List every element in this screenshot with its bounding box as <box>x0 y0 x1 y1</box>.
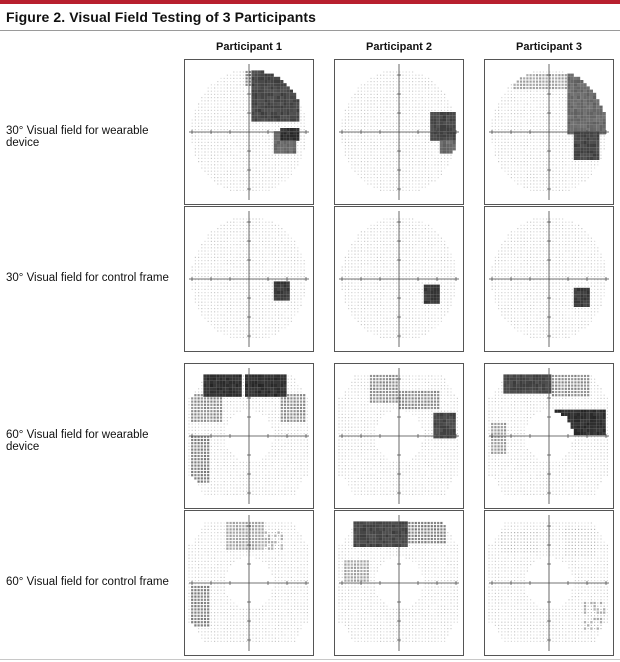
row-label-60-control: 60° Visual field for control frame <box>6 576 169 588</box>
visual-field-plot-p2-30-wearable <box>334 59 464 205</box>
crosshair-axes <box>339 64 459 200</box>
visual-field-plot-p3-30-wearable <box>484 59 614 205</box>
visual-field-plot-p2-30-control <box>334 206 464 352</box>
visual-field-plot-p3-30-control <box>484 206 614 352</box>
crosshair-axes <box>489 368 609 504</box>
sensitivity-grayscale-map <box>341 218 455 338</box>
column-header-participant-3: Participant 3 <box>515 41 583 53</box>
sensitivity-grayscale-map <box>491 218 605 338</box>
sensitivity-grayscale-map <box>188 521 308 642</box>
crosshair-axes <box>489 211 609 347</box>
crosshair-axes <box>189 368 309 504</box>
row-label-30-control: 30° Visual field for control frame <box>6 272 169 284</box>
crosshair-axes <box>339 368 459 504</box>
visual-field-plot-p1-30-control <box>184 206 314 352</box>
crosshair-axes <box>189 515 309 651</box>
crosshair-axes <box>339 211 459 347</box>
sensitivity-grayscale-map <box>488 522 608 642</box>
visual-field-plot-p1-60-control <box>184 510 314 656</box>
crosshair-axes <box>339 515 459 651</box>
sensitivity-grayscale-map <box>491 71 606 191</box>
title-divider <box>0 30 620 31</box>
figure-title: Figure 2. Visual Field Testing of 3 Part… <box>6 9 317 25</box>
visual-field-plot-p3-60-wearable <box>484 363 614 509</box>
sensitivity-grayscale-map <box>488 374 608 495</box>
figure-bottom-rule <box>0 659 620 660</box>
visual-field-plot-p2-60-control <box>334 510 464 656</box>
visual-field-plot-p2-60-wearable <box>334 363 464 509</box>
crosshair-axes <box>189 64 309 200</box>
crosshair-axes <box>189 211 309 347</box>
sensitivity-grayscale-map <box>191 218 305 338</box>
row-label-30-wearable: 30° Visual field for wearable device <box>6 125 149 149</box>
crosshair-axes <box>489 64 609 200</box>
sensitivity-grayscale-map <box>188 374 308 495</box>
visual-field-plot-p1-30-wearable <box>184 59 314 205</box>
visual-field-plot-p1-60-wearable <box>184 363 314 509</box>
row-label-60-wearable: 60° Visual field for wearable device <box>6 429 149 453</box>
crosshair-axes <box>489 515 609 651</box>
sensitivity-grayscale-map <box>338 374 458 495</box>
column-header-participant-2: Participant 2 <box>365 41 433 53</box>
figure-accent-bar <box>0 0 620 4</box>
visual-field-plot-p3-60-control <box>484 510 614 656</box>
sensitivity-grayscale-map <box>191 70 305 191</box>
sensitivity-grayscale-map <box>341 71 456 191</box>
column-header-participant-1: Participant 1 <box>215 41 283 53</box>
sensitivity-grayscale-map <box>338 521 458 642</box>
